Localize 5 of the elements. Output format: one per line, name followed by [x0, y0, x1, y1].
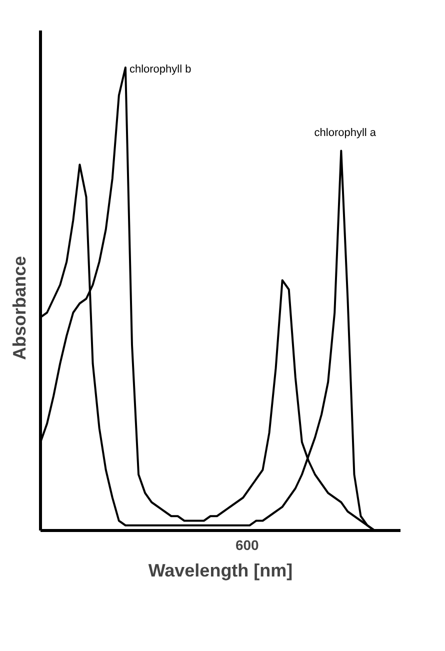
text: 600 [235, 537, 260, 553]
x-axis-title: Wavelength [nm] [148, 560, 293, 580]
y-axis-title: Absorbance [10, 256, 30, 360]
series-label: chlorophyll a [314, 126, 377, 139]
series-label: chlorophyll b [129, 64, 192, 76]
